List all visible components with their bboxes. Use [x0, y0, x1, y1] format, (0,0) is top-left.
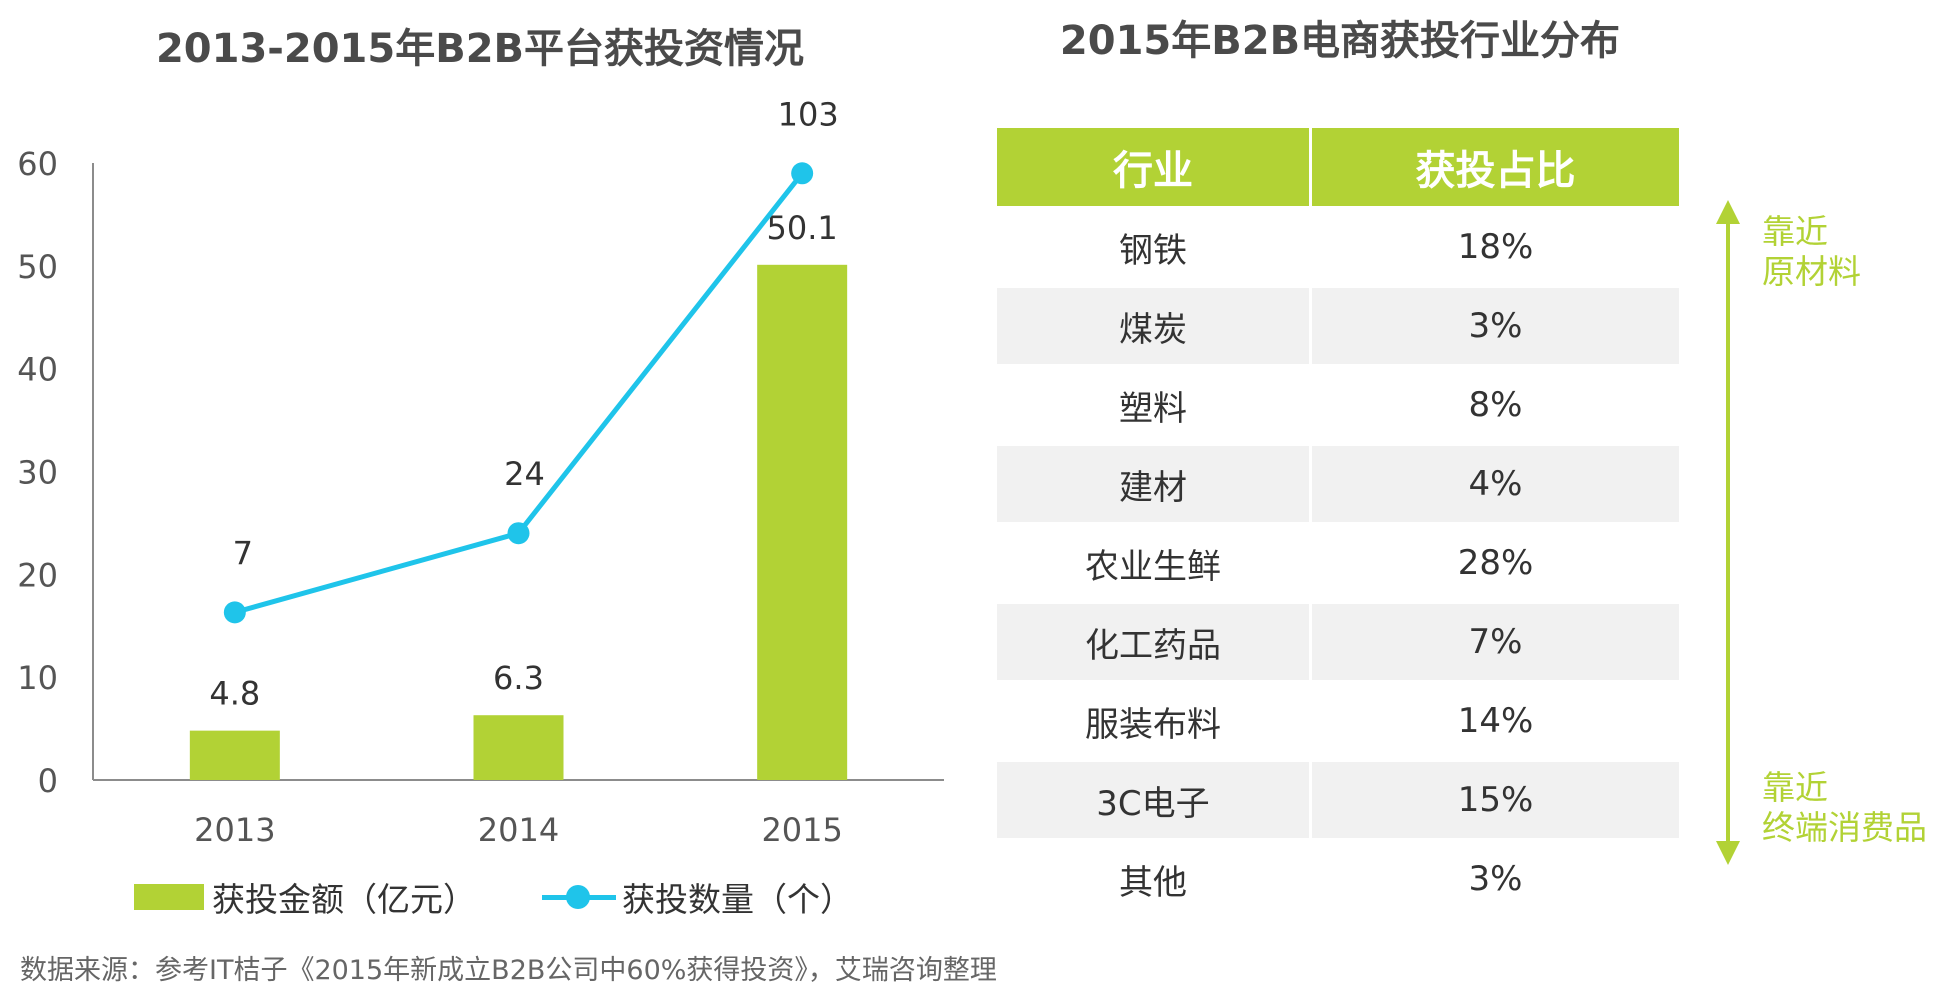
industry-cell: 化工药品 — [997, 601, 1309, 680]
x-tick-label: 2014 — [478, 811, 559, 849]
y-tick-label: 50 — [17, 248, 58, 286]
share-cell: 15% — [1311, 759, 1679, 838]
legend-line-label: 获投数量（个） — [622, 880, 853, 919]
share-cell: 14% — [1311, 680, 1679, 759]
table-row: 建材 4% — [997, 443, 1679, 522]
source-note: 数据来源：参考IT桔子《2015年新成立B2B公司中60%获得投资》，艾瑞咨询整… — [20, 955, 997, 986]
x-tick-label: 2013 — [194, 811, 275, 849]
share-cell: 4% — [1311, 443, 1679, 522]
industry-cell: 农业生鲜 — [997, 522, 1309, 601]
table-row: 服装布料 14% — [997, 680, 1679, 759]
side-label-consumer-goods: 靠近 终端消费品 — [1762, 768, 1927, 848]
double-arrow-icon — [1716, 200, 1740, 865]
table-row: 钢铁 18% — [997, 206, 1679, 285]
industry-cell: 煤炭 — [997, 285, 1309, 364]
share-cell: 3% — [1311, 838, 1679, 917]
bar-value-label: 6.3 — [493, 659, 544, 697]
y-tick-label: 20 — [17, 556, 58, 594]
y-tick-label: 30 — [17, 454, 58, 492]
industry-cell: 钢铁 — [997, 206, 1309, 285]
industry-distribution-table: 行业 获投占比 钢铁 18% 煤炭 3% 塑料 8% 建材 4% 农业生鲜 28% 化工药… — [994, 128, 1682, 917]
industry-cell: 塑料 — [997, 364, 1309, 443]
industry-cell: 3C电子 — [997, 759, 1309, 838]
arrow-head-up — [1716, 200, 1740, 224]
line-point — [223, 601, 246, 624]
side-label-line: 靠近 — [1762, 768, 1828, 807]
side-label-line: 原材料 — [1762, 252, 1861, 291]
share-cell: 28% — [1311, 522, 1679, 601]
y-tick-label: 0 — [38, 762, 58, 800]
industry-cell: 建材 — [997, 443, 1309, 522]
table-row: 3C电子 15% — [997, 759, 1679, 838]
share-cell: 3% — [1311, 285, 1679, 364]
arrow-head-down — [1716, 841, 1740, 865]
series-line — [234, 171, 805, 615]
table-row: 煤炭 3% — [997, 285, 1679, 364]
table-title: 2015年B2B电商获投行业分布 — [1059, 18, 1621, 64]
header-industry: 行业 — [997, 128, 1309, 206]
y-tick-label: 60 — [17, 145, 58, 183]
side-label-line: 终端消费品 — [1762, 808, 1927, 847]
bar — [473, 715, 564, 780]
table-row: 农业生鲜 28% — [997, 522, 1679, 601]
header-share: 获投占比 — [1311, 128, 1679, 206]
line-point — [791, 162, 814, 185]
legend-line-swatch — [542, 882, 616, 912]
chart-legend: 获投金额（亿元） 获投数量（个） — [134, 872, 853, 922]
table-header-row: 行业 获投占比 — [997, 128, 1679, 206]
bar — [189, 730, 280, 780]
table-row: 塑料 8% — [997, 364, 1679, 443]
line-value-label: 103 — [778, 95, 839, 133]
bar-value-label: 50.1 — [767, 209, 838, 247]
share-cell: 7% — [1311, 601, 1679, 680]
table-row: 化工药品 7% — [997, 601, 1679, 680]
combo-chart: 0 10 20 30 40 50 60 2013 2014 2015 4.8 6.3 50.1 7 24 10… — [17, 95, 944, 849]
x-tick-label: 2015 — [761, 811, 842, 849]
bar-value-label: 4.8 — [209, 675, 260, 713]
share-cell: 8% — [1311, 364, 1679, 443]
line-value-label: 7 — [233, 534, 253, 572]
side-label-raw-materials: 靠近 原材料 — [1762, 212, 1861, 292]
industry-cell: 服装布料 — [997, 680, 1309, 759]
y-tick-label: 40 — [17, 351, 58, 389]
line-value-label: 24 — [504, 455, 545, 493]
legend-bar-swatch — [134, 884, 204, 910]
chart-title: 2013-2015年B2B平台获投资情况 — [155, 26, 805, 72]
bar — [757, 264, 848, 780]
table-row: 其他 3% — [997, 838, 1679, 917]
line-point — [507, 522, 530, 545]
legend-bar-label: 获投金额（亿元） — [212, 880, 476, 919]
side-label-line: 靠近 — [1762, 212, 1828, 251]
share-cell: 18% — [1311, 206, 1679, 285]
y-tick-label: 10 — [17, 659, 58, 697]
industry-cell: 其他 — [997, 838, 1309, 917]
